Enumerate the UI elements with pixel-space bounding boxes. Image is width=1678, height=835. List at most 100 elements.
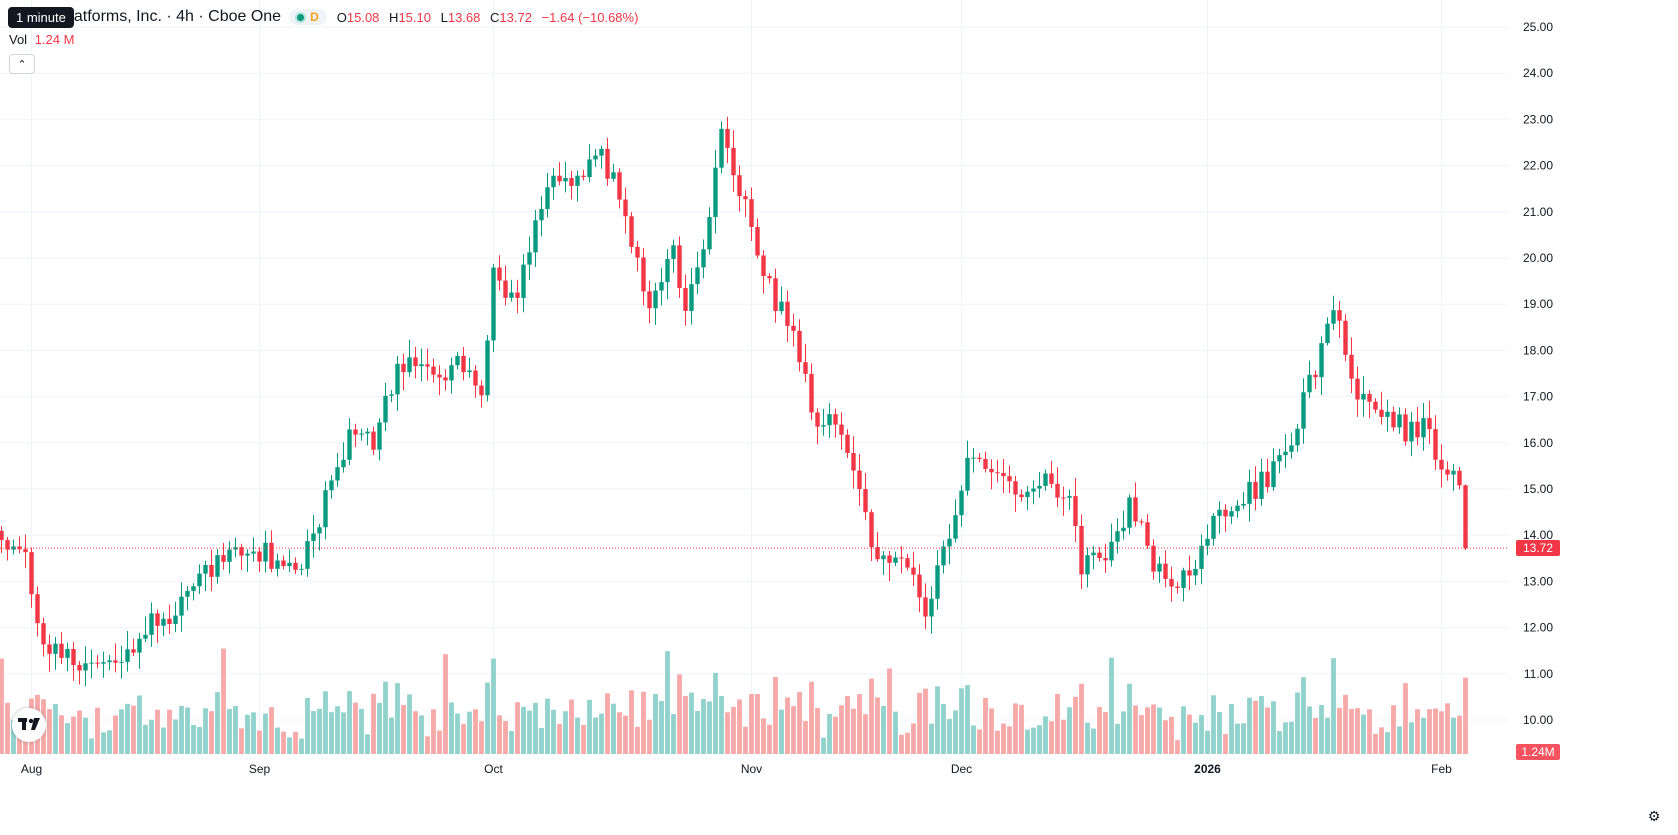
y-tick-label: 16.00 — [1523, 436, 1553, 450]
volume-bar — [1109, 657, 1114, 754]
volume-bar — [551, 709, 556, 754]
candle-body — [833, 414, 838, 425]
tradingview-logo-icon[interactable] — [12, 708, 46, 742]
ohlc-values: O15.08 H15.10 L13.68 C13.72 −1.64 (−10.6… — [337, 10, 645, 25]
candle-body — [659, 282, 664, 291]
volume-bar — [623, 715, 628, 754]
volume-bar — [53, 703, 58, 754]
volume-bar — [1325, 717, 1330, 754]
candle-body — [1157, 563, 1162, 572]
volume-bar — [137, 695, 142, 754]
volume-bar — [299, 738, 304, 754]
candle-body — [1229, 511, 1234, 517]
volume-bar — [491, 658, 496, 754]
candle-body — [395, 363, 400, 395]
candle-body — [275, 560, 280, 569]
volume-bar — [1181, 706, 1186, 754]
candle-body — [1085, 555, 1090, 575]
volume-bar — [701, 699, 706, 754]
candle-body — [1163, 563, 1168, 579]
candle-body — [119, 661, 124, 663]
candle-body — [791, 325, 796, 331]
volume-bar — [1103, 711, 1108, 754]
candle-body — [743, 196, 748, 200]
volume-bar — [329, 712, 334, 754]
volume-bar — [161, 727, 166, 754]
volume-bar — [857, 694, 862, 754]
volume-bar — [773, 676, 778, 754]
volume-bar — [803, 721, 808, 754]
candle-body — [1103, 558, 1108, 561]
volume-bar — [1355, 708, 1360, 754]
symbol-title[interactable]: atforms, Inc. · 4h · Cboe One — [73, 8, 282, 25]
volume-bar — [569, 699, 574, 754]
volume-bar — [761, 718, 766, 754]
candle-body — [1265, 471, 1270, 488]
volume-bar — [1115, 723, 1120, 754]
candle-body — [1361, 393, 1366, 400]
candle-body — [65, 649, 70, 658]
candle-body — [299, 568, 304, 570]
volume-bar — [179, 705, 184, 754]
volume-bar — [593, 717, 598, 754]
candle-body — [1193, 568, 1198, 576]
candle-body — [467, 370, 472, 373]
volume-bar — [455, 713, 460, 754]
volume-bar — [1367, 709, 1372, 754]
volume-bar — [1055, 693, 1060, 754]
candle-body — [1403, 414, 1408, 442]
candle-body — [287, 562, 292, 567]
market-status[interactable]: D — [289, 9, 327, 25]
candle-body — [1343, 320, 1348, 355]
y-tick-label: 25.00 — [1523, 20, 1553, 34]
price-axis[interactable]: 25.00 24.00 23.00 22.00 21.00 20.00 19.00 18.00… — [1523, 20, 1553, 727]
volume-bar — [767, 724, 772, 754]
volume-bar — [947, 719, 952, 754]
candle-body — [1283, 451, 1288, 456]
volume-bar — [419, 715, 424, 754]
volume-bar — [1031, 727, 1036, 754]
volume-bar — [905, 732, 910, 754]
volume-bar — [1433, 708, 1438, 754]
volume-bar — [971, 725, 976, 754]
volume-bar — [1007, 726, 1012, 754]
candle-body — [1013, 481, 1018, 495]
last-volume-tag: 1.24M — [1516, 744, 1560, 760]
candle-body — [1271, 461, 1276, 488]
volume-bar — [149, 719, 154, 754]
time-axis[interactable]: Aug Sep Oct Nov Dec 2026 Feb — [21, 762, 1452, 776]
volume-bar — [263, 713, 268, 754]
volume-bar — [821, 737, 826, 754]
volume-bar — [1163, 720, 1168, 754]
volume-bar — [293, 731, 298, 754]
volume-bar — [1229, 704, 1234, 754]
volume-bar — [1277, 731, 1282, 754]
candle-body — [1259, 471, 1264, 499]
candle-body — [431, 366, 436, 375]
volume-bar — [1265, 707, 1270, 754]
y-tick-label: 14.00 — [1523, 528, 1553, 542]
volume-bar — [1235, 723, 1240, 754]
volume-bar — [1457, 715, 1462, 754]
volume-bar — [1121, 711, 1126, 754]
volume-bar — [275, 727, 280, 754]
candle-body — [1277, 455, 1282, 462]
candle-body — [719, 128, 724, 168]
volume-bar — [533, 702, 538, 754]
volume-bar — [203, 708, 208, 754]
volume-bar — [887, 668, 892, 754]
candle-body — [1025, 491, 1030, 498]
candle-body — [1037, 485, 1042, 489]
collapse-legend-button[interactable]: ⌃ — [9, 54, 35, 74]
volume-bar — [1187, 714, 1192, 754]
x-tick-label: 2026 — [1194, 762, 1221, 776]
volume-bar — [497, 715, 502, 754]
candle-body — [173, 615, 178, 624]
candle-body — [1115, 531, 1120, 542]
volume-bar — [449, 702, 454, 754]
candle-body — [947, 538, 952, 547]
x-tick-label: Feb — [1431, 762, 1452, 776]
candle-body — [233, 547, 238, 550]
gear-icon[interactable]: ⚙ — [1647, 808, 1661, 824]
